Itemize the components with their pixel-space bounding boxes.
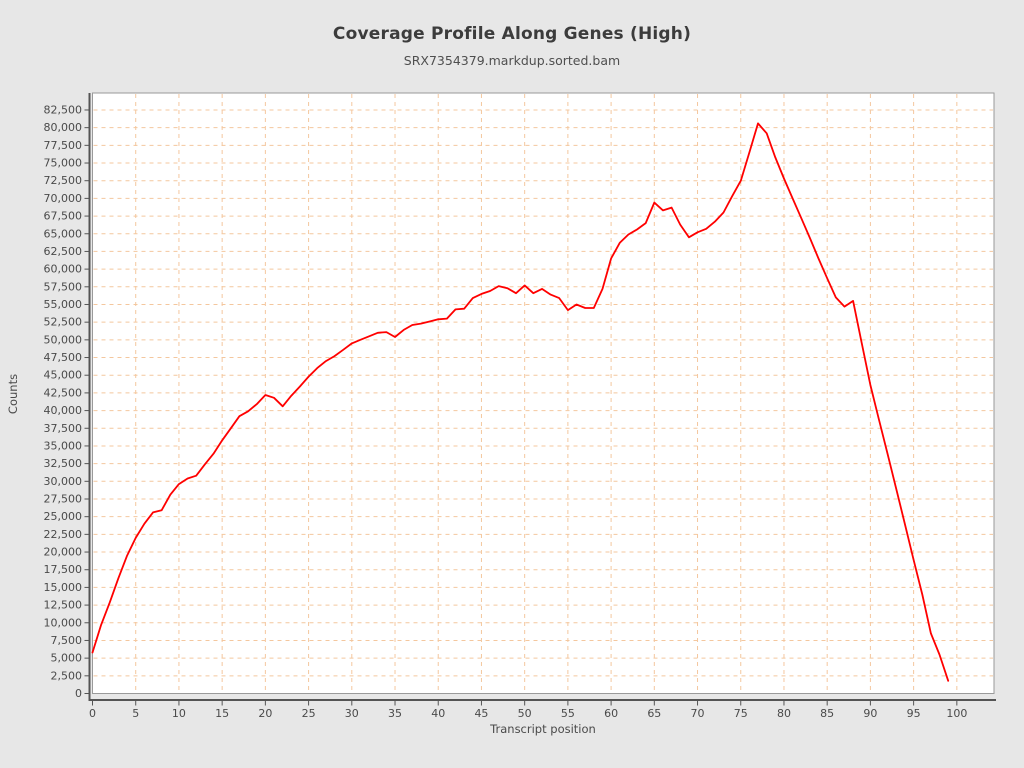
- y-tick-label: 72,500: [44, 174, 83, 187]
- coverage-series-line: [91, 122, 950, 682]
- y-tick-label: 20,000: [44, 546, 83, 559]
- y-tick-label: 15,000: [44, 581, 83, 594]
- y-tick-label: 77,500: [44, 139, 83, 152]
- y-tick-label: 32,500: [44, 457, 83, 470]
- x-tick-label: 70: [691, 707, 705, 720]
- y-tick-label: 67,500: [44, 210, 83, 223]
- x-tick-label: 30: [345, 707, 359, 720]
- y-tick-label: 12,500: [44, 599, 83, 612]
- y-tick-label: 52,500: [44, 316, 83, 329]
- y-tick-label: 10,000: [44, 616, 83, 629]
- y-tick-label: 42,500: [44, 386, 83, 399]
- y-tick-label: 40,000: [44, 404, 83, 417]
- x-axis-title: Transcript position: [490, 722, 596, 736]
- x-tick-label: 55: [561, 707, 575, 720]
- y-tick-label: 80,000: [44, 121, 83, 134]
- y-tick-label: 17,500: [44, 563, 83, 576]
- y-tick-label: 57,500: [44, 280, 83, 293]
- x-tick-label: 80: [777, 707, 791, 720]
- y-tick-label: 2,500: [51, 669, 83, 682]
- x-tick-label: 5: [132, 707, 139, 720]
- chart-title: Coverage Profile Along Genes (High): [332, 24, 692, 44]
- y-tick-label: 50,000: [44, 333, 83, 346]
- y-tick-label: 27,500: [44, 492, 83, 505]
- x-tick-label: 20: [258, 707, 272, 720]
- x-tick-label: 75: [734, 707, 748, 720]
- x-tick-label: 50: [518, 707, 532, 720]
- y-tick-label: 70,000: [44, 192, 83, 205]
- x-tick-label: 100: [946, 707, 967, 720]
- y-tick-label: 75,000: [44, 157, 83, 170]
- x-tick-label: 45: [474, 707, 488, 720]
- y-tick-label: 5,000: [51, 652, 83, 665]
- grid-lines: [93, 94, 993, 693]
- x-tick-label: 65: [647, 707, 661, 720]
- x-tick-label: 90: [863, 707, 877, 720]
- y-tick-label: 65,000: [44, 227, 83, 240]
- y-tick-label: 47,500: [44, 351, 83, 364]
- x-tick-label: 15: [215, 707, 229, 720]
- y-tick-label: 22,500: [44, 528, 83, 541]
- tick-labels: 0 2,500 5,000 7,500 10,000 12,500 15,000 17,500…: [44, 103, 968, 720]
- x-tick-label: 10: [172, 707, 186, 720]
- y-tick-label: 30,000: [44, 475, 83, 488]
- y-tick-label: 7,500: [51, 634, 83, 647]
- y-tick-label: 55,000: [44, 298, 83, 311]
- x-tick-label: 25: [302, 707, 316, 720]
- y-tick-label: 25,000: [44, 510, 83, 523]
- y-tick-label: 82,500: [44, 103, 83, 116]
- y-tick-label: 0: [75, 687, 82, 700]
- x-tick-label: 85: [820, 707, 834, 720]
- y-tick-label: 60,000: [44, 263, 83, 276]
- y-tick-label: 45,000: [44, 369, 83, 382]
- tick-marks: [84, 109, 958, 706]
- x-tick-label: 95: [907, 707, 921, 720]
- y-axis-title: Counts: [6, 373, 20, 415]
- x-tick-label: 35: [388, 707, 402, 720]
- x-tick-label: 40: [431, 707, 445, 720]
- chart-subtitle: SRX7354379.markdup.sorted.bam: [403, 53, 621, 68]
- x-tick-label: 0: [89, 707, 96, 720]
- x-tick-label: 60: [604, 707, 618, 720]
- y-tick-label: 35,000: [44, 439, 83, 452]
- axis-lines: [88, 93, 996, 701]
- y-tick-label: 62,500: [44, 245, 83, 258]
- y-tick-label: 37,500: [44, 422, 83, 435]
